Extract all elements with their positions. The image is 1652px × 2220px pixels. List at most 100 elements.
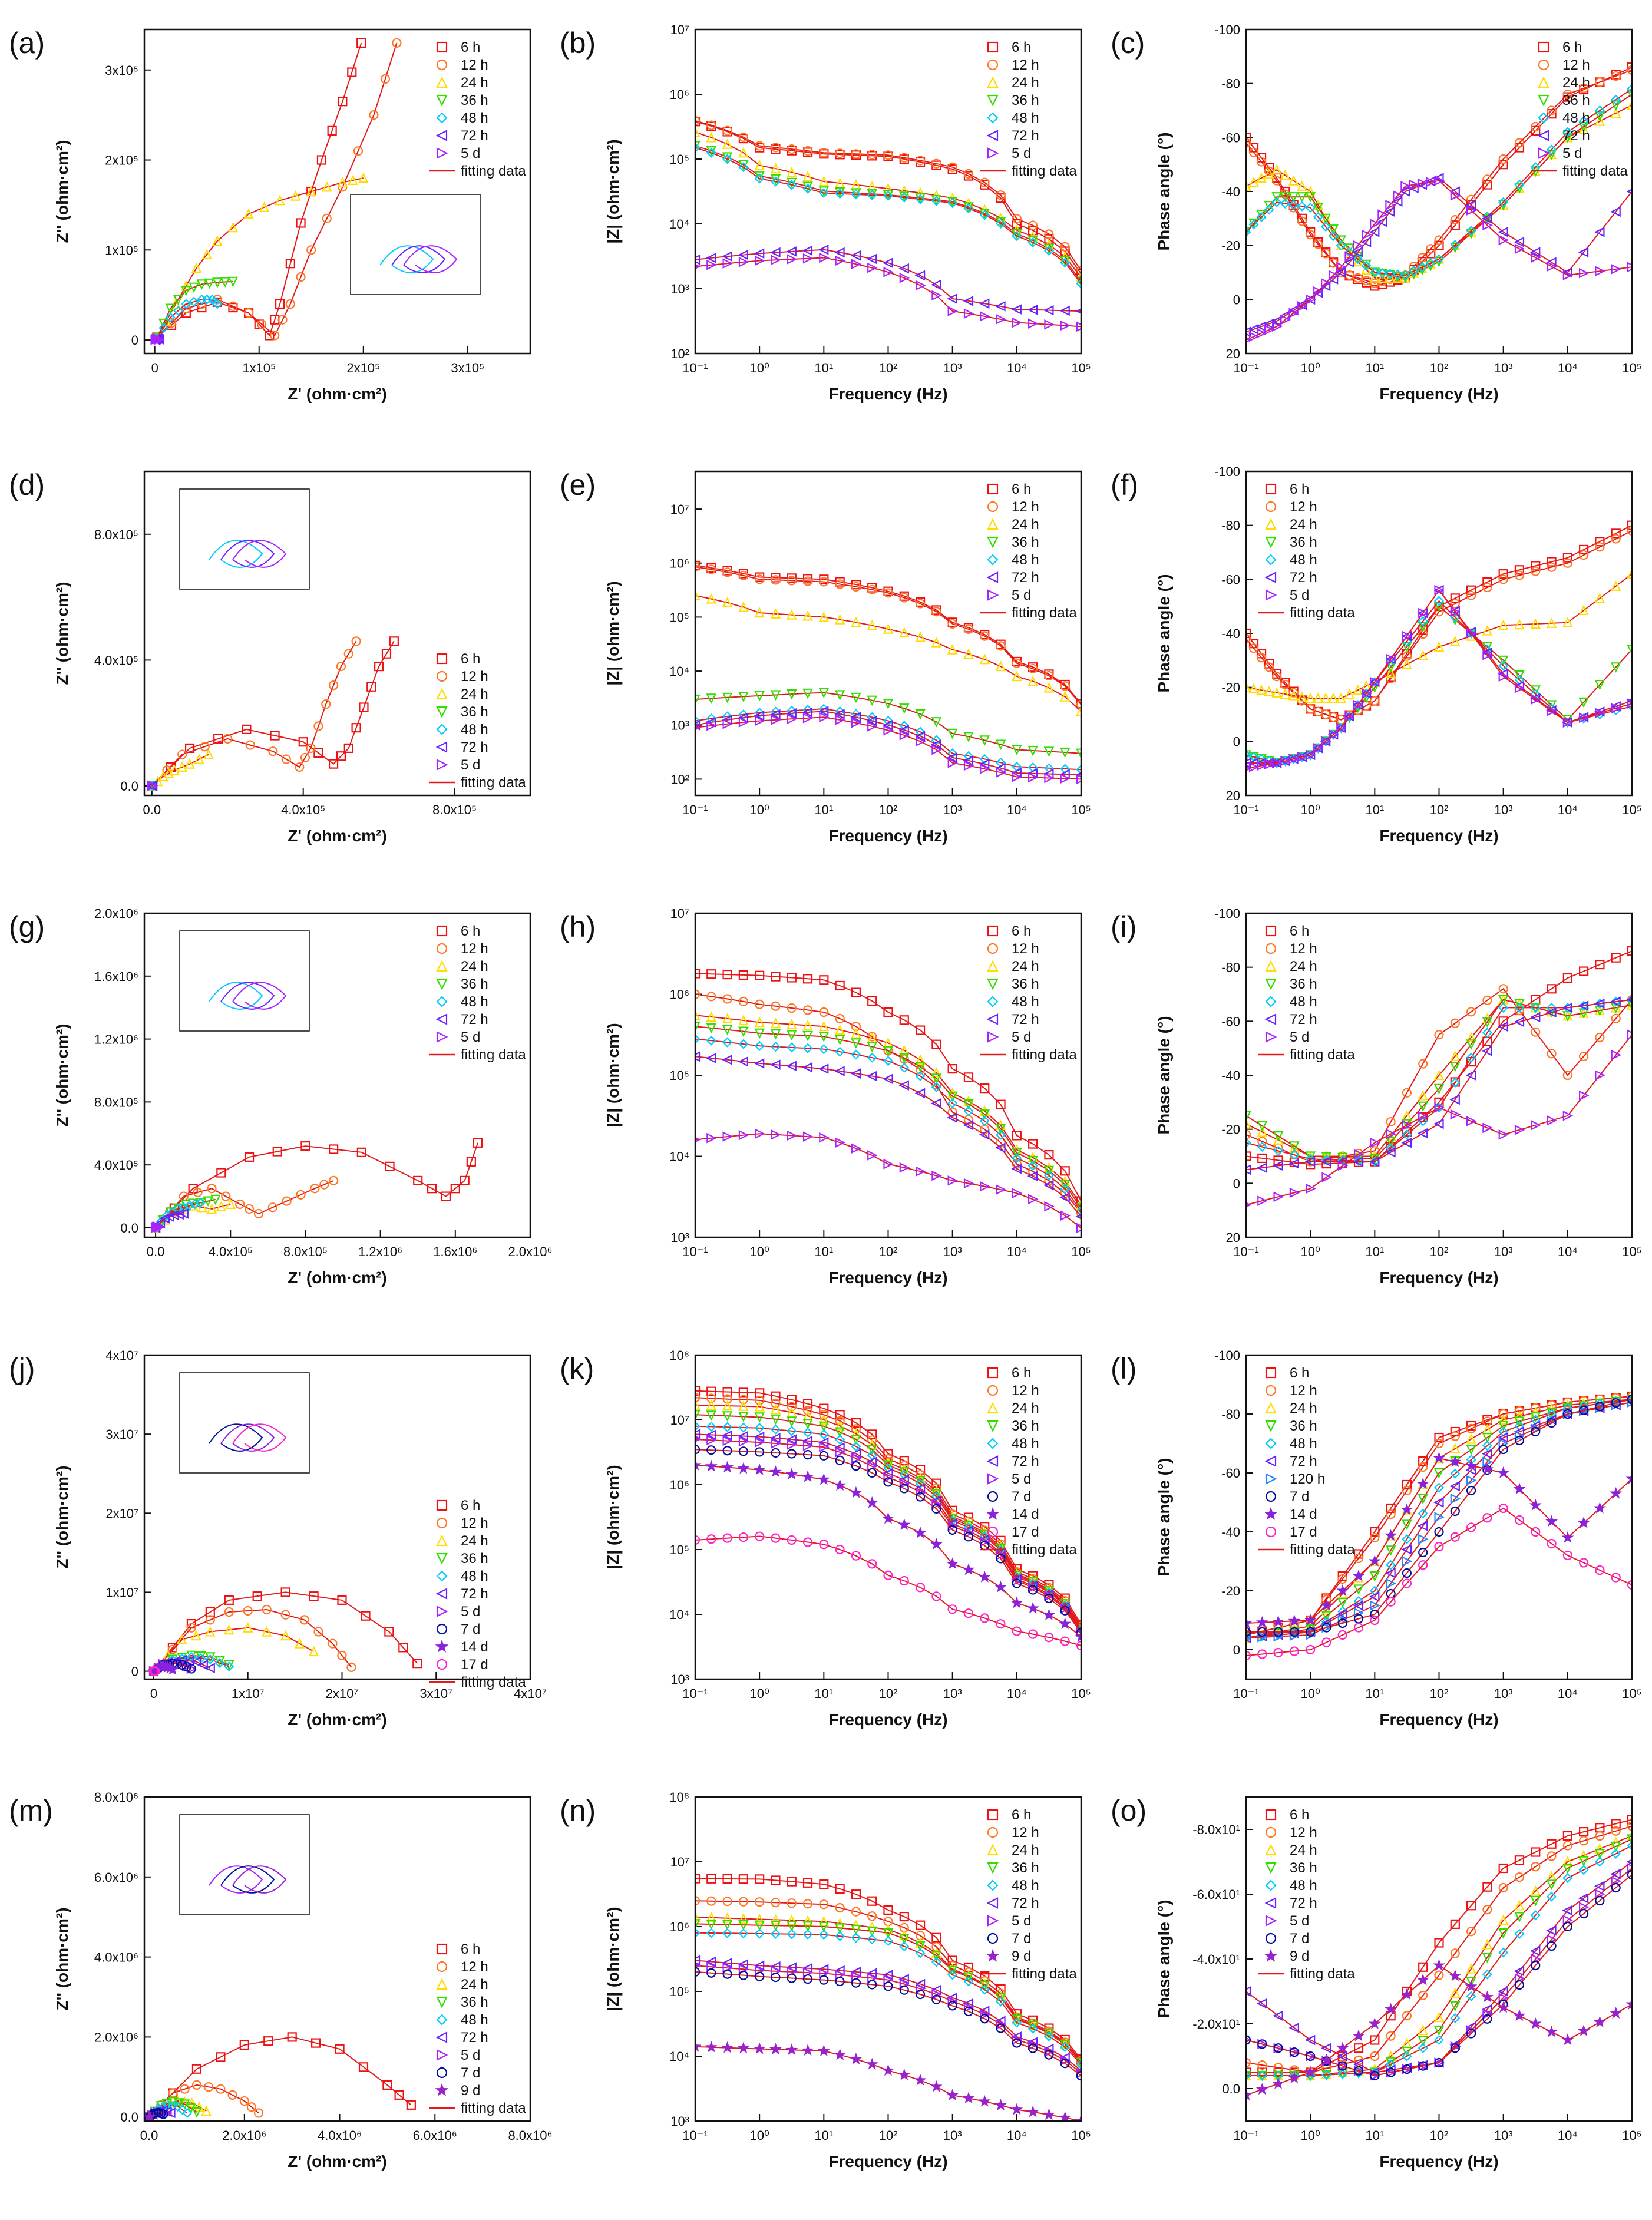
data-point	[389, 636, 399, 646]
data-point	[1368, 1555, 1381, 1567]
data-point	[1288, 1614, 1301, 1627]
y-tick-label: 0.0	[120, 1221, 138, 1235]
data-point	[979, 210, 990, 220]
data-point	[1514, 138, 1525, 148]
data-point	[1466, 1116, 1477, 1126]
data-point	[1264, 168, 1274, 179]
data-point	[899, 1484, 909, 1494]
data-point	[802, 713, 814, 724]
x-tick-label: 10⁰	[1301, 2128, 1320, 2143]
data-point	[216, 1201, 227, 1211]
data-point	[1273, 1131, 1284, 1142]
data-point	[191, 262, 202, 273]
data-point	[980, 631, 990, 641]
data-point	[867, 1896, 877, 1906]
data-point	[867, 1042, 877, 1053]
x-tick-label: 2x10⁵	[346, 361, 380, 375]
data-point	[1306, 1630, 1316, 1640]
data-point	[819, 1975, 829, 1985]
data-point	[1611, 1882, 1621, 1893]
data-point	[835, 1410, 845, 1420]
data-point	[1498, 671, 1509, 682]
data-point	[754, 710, 765, 721]
data-point	[898, 1518, 911, 1531]
legend-marker	[1265, 1915, 1277, 1927]
data-point	[706, 1968, 716, 1978]
panel-j: (j)0 1x10⁷ 2x10⁷ 3x10⁷ 4x10⁷01x10⁷2x10⁷3x10⁷…	[9, 1348, 547, 1729]
data-point	[1498, 234, 1509, 246]
data-point	[930, 1098, 941, 1109]
data-point	[1386, 1578, 1397, 1589]
data-point	[738, 1431, 749, 1442]
data-point	[1594, 679, 1605, 691]
data-point	[1328, 692, 1339, 703]
data-point	[316, 155, 327, 165]
data-point	[996, 2023, 1006, 2033]
data-point	[835, 1544, 845, 1555]
legend-marker	[436, 41, 448, 53]
data-point	[1043, 1608, 1055, 1620]
data-point	[1264, 204, 1274, 215]
y-tick-label: 10⁴	[669, 1149, 689, 1164]
data-point	[754, 1920, 765, 1931]
data-point	[1627, 1397, 1632, 1408]
data-point	[263, 2036, 273, 2046]
data-point	[818, 1414, 830, 1425]
data-point	[1482, 1905, 1492, 1915]
legend-marker	[987, 501, 999, 513]
legend-label: 48 h	[1290, 1878, 1317, 1894]
data-point	[1530, 1002, 1541, 1013]
data-point	[1246, 1986, 1251, 1997]
data-point	[270, 731, 280, 741]
legend-marker	[1265, 1438, 1277, 1449]
data-point	[1498, 1409, 1508, 1419]
data-point	[1594, 115, 1605, 126]
data-point	[802, 1427, 813, 1438]
legend-label: 72 h	[1290, 570, 1317, 586]
data-point	[1578, 247, 1589, 257]
data-point	[963, 1095, 974, 1106]
data-point	[787, 1439, 798, 1450]
data-point	[1611, 534, 1621, 544]
data-point	[277, 315, 288, 325]
y-axis-label: Z'' (ohm·cm²)	[53, 582, 71, 685]
legend-label: 12 h	[1012, 57, 1039, 73]
data-point	[883, 1159, 894, 1170]
data-point	[1076, 764, 1081, 775]
plot-area	[1246, 1391, 1632, 1661]
data-point	[1248, 219, 1259, 230]
data-point	[193, 1187, 203, 1198]
data-point	[1627, 526, 1632, 536]
data-point	[1595, 266, 1605, 276]
data-point	[245, 740, 255, 750]
data-point	[1627, 1000, 1632, 1011]
data-point	[1027, 318, 1039, 329]
data-point	[1256, 1998, 1267, 2009]
data-point	[1321, 2063, 1331, 2073]
data-point	[899, 627, 910, 638]
data-point	[1562, 1831, 1572, 1841]
panel-g: (g)0.0 4.0x10⁵ 8.0x10⁵ 1.2x10⁶ 1.6x10⁶ 2.0x10…	[9, 906, 553, 1287]
legend-label: 48 h	[1012, 1436, 1039, 1452]
x-tick-label: 10⁵	[1071, 2128, 1091, 2143]
data-point	[802, 183, 813, 194]
data-point	[204, 1663, 215, 1673]
plot-area	[144, 2032, 416, 2121]
legend-label: 6 h	[1290, 1365, 1309, 1381]
data-point	[227, 276, 239, 288]
legend-label: 72 h	[461, 739, 488, 755]
y-tick-label: 10³	[670, 2114, 689, 2129]
data-point	[1481, 213, 1492, 224]
x-tick-label: 1x10⁷	[232, 1686, 265, 1701]
plot-frame	[143, 1796, 531, 2122]
data-point	[978, 1570, 991, 1583]
data-point	[275, 194, 285, 206]
legend-marker	[1265, 1879, 1277, 1891]
data-point	[1362, 688, 1372, 699]
data-point	[819, 252, 830, 263]
x-tick-label: 10⁵	[1622, 1686, 1642, 1701]
data-point	[1595, 1032, 1605, 1042]
inset-curve	[209, 982, 263, 1010]
y-axis-label: |Z| (ohm·cm²)	[604, 1465, 622, 1569]
data-point	[979, 1531, 990, 1542]
